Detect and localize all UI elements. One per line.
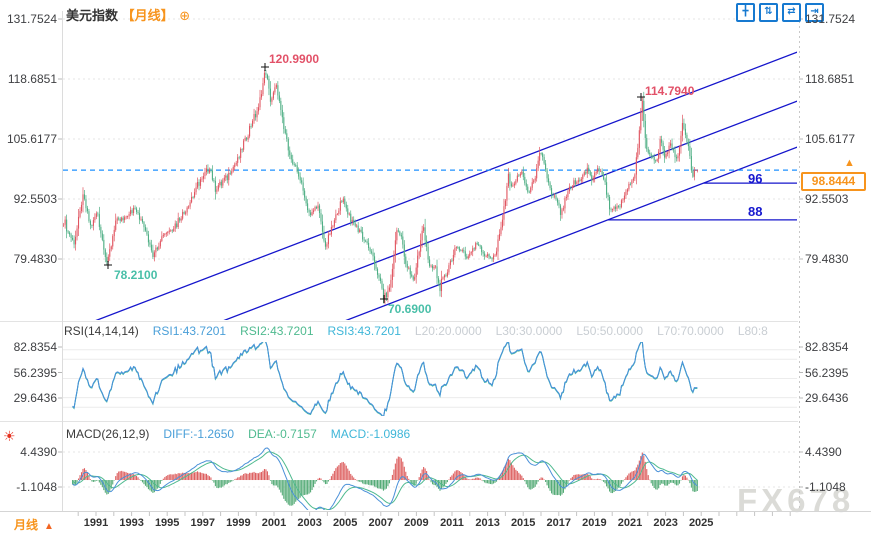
macd-header: MACD(26,12,9) DIFF:-1.2650 DEA:-0.7157 MACD… — [66, 427, 410, 441]
chart-toolbar: ╋ ⇅ ⇄ ⇥ — [736, 3, 824, 22]
period-tag: 【月线】 — [121, 8, 174, 23]
y-tick-right-rsi: 82.8354 — [805, 340, 849, 354]
support-level-label-88: 88 — [748, 204, 763, 219]
y-tick-right-macd: -1.1048 — [805, 480, 846, 494]
y-tick-right-rsi: 29.6436 — [805, 391, 849, 405]
x-tick-1991: 1991 — [83, 517, 109, 529]
fit-vertical-axis-icon[interactable]: ⇅ — [759, 3, 778, 22]
x-tick-1993: 1993 — [119, 517, 144, 529]
x-tick-2001: 2001 — [261, 517, 287, 529]
add-indicator-icon[interactable]: ⊕ — [179, 8, 191, 23]
x-tick-2023: 2023 — [653, 517, 678, 529]
price-annotation-70.6900: 70.6900 — [388, 302, 432, 316]
y-tick-left-macd: -1.1048 — [16, 480, 57, 494]
x-tick-2025: 2025 — [688, 517, 714, 529]
rsi-series-label-2: RSI2:43.7201 — [240, 324, 314, 338]
y-tick-left-rsi: 29.6436 — [13, 391, 57, 405]
period-selector[interactable]: 月线 ▲ — [14, 516, 54, 533]
rsi-level-label-0: L20:20.0000 — [414, 324, 482, 338]
rsi-series-label-3: RSI3:43.7201 — [327, 324, 401, 338]
x-tick-2021: 2021 — [617, 517, 643, 529]
x-tick-2005: 2005 — [332, 517, 358, 529]
macd-value-label-0: DIFF:-1.2650 — [163, 427, 235, 441]
y-tick-left-rsi: 82.8354 — [13, 340, 57, 354]
x-tick-1999: 1999 — [226, 517, 251, 529]
rsi-level-label-2: L50:50.0000 — [576, 324, 644, 338]
y-tick-right-main: 92.5503 — [805, 192, 849, 206]
y-tick-left-main: 131.7524 — [6, 12, 57, 26]
price-up-arrow-icon: ▲ — [844, 157, 855, 169]
macd-value-label-1: DEA:-0.7157 — [248, 427, 317, 441]
sun-icon[interactable]: ☀ — [3, 428, 16, 444]
macd-name: MACD(26,12,9) — [66, 427, 150, 441]
y-tick-left-rsi: 56.2395 — [13, 365, 57, 380]
y-tick-right-rsi: 56.2395 — [805, 365, 849, 380]
x-tick-2007: 2007 — [368, 517, 394, 529]
x-tick-2015: 2015 — [510, 517, 536, 529]
x-tick-2003: 2003 — [297, 517, 322, 529]
price-annotation-114.7940: 114.7940 — [645, 84, 695, 98]
instrument-title: 美元指数 — [66, 8, 119, 23]
y-tick-left-main: 79.4830 — [13, 252, 57, 266]
price-annotation-120.9900: 120.9900 — [269, 52, 320, 66]
fit-horizontal-axis-icon[interactable]: ⇄ — [782, 3, 801, 22]
x-tick-1995: 1995 — [154, 517, 180, 529]
support-level-label-96: 96 — [748, 171, 763, 186]
y-tick-right-main: 118.6851 — [805, 72, 855, 86]
rsi-header: RSI(14,14,14) RSI1:43.7201 RSI2:43.7201 RSI… — [64, 324, 768, 338]
rsi-level-label-4: L80:8 — [737, 324, 768, 338]
y-tick-right-main: 79.4830 — [805, 252, 849, 266]
period-selector-arrow-icon: ▲ — [44, 521, 54, 532]
y-tick-left-main: 92.5503 — [13, 192, 57, 206]
y-tick-right-macd: 4.4390 — [805, 445, 842, 459]
y-tick-right-main: 131.7524 — [805, 12, 856, 26]
rsi-name: RSI(14,14,14) — [64, 324, 139, 338]
y-tick-left-main: 118.6851 — [7, 72, 57, 86]
y-tick-left-main: 105.6177 — [6, 132, 57, 146]
pan-crosshair-icon[interactable]: ╋ — [736, 3, 755, 22]
current-price-badge: 98.8444 — [801, 172, 866, 191]
x-tick-1997: 1997 — [190, 517, 216, 529]
y-tick-right-main: 105.6177 — [805, 132, 856, 146]
period-selector-label: 月线 — [14, 518, 39, 532]
x-tick-2019: 2019 — [582, 517, 607, 529]
go-to-latest-icon[interactable]: ⇥ — [805, 3, 824, 22]
y-tick-left-macd: 4.4390 — [20, 445, 57, 459]
chart-title-bar: 美元指数 【月线】 ⊕ — [66, 5, 190, 24]
rsi-level-label-3: L70:70.0000 — [657, 324, 724, 338]
rsi-level-label-1: L30:30.0000 — [495, 324, 563, 338]
x-tick-2011: 2011 — [440, 517, 464, 529]
x-tick-2017: 2017 — [546, 517, 572, 529]
macd-value-label-2: MACD:-1.0986 — [330, 427, 411, 441]
x-tick-2013: 2013 — [475, 517, 500, 529]
rsi-series-label-1: RSI1:43.7201 — [152, 324, 227, 338]
price-annotation-78.2100: 78.2100 — [114, 268, 158, 282]
x-tick-2009: 2009 — [404, 517, 429, 529]
